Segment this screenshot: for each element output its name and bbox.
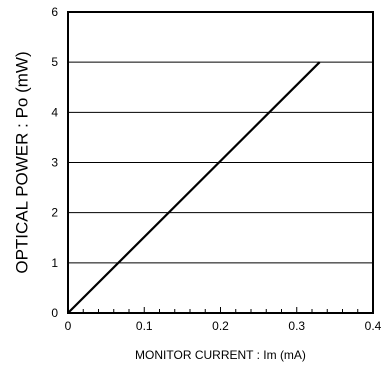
y-tick-label: 1 bbox=[51, 256, 58, 270]
x-tick-label: 0.1 bbox=[136, 319, 153, 333]
plot-area-frame bbox=[67, 11, 374, 314]
y-axis-tick-labels: 0 1 2 3 4 5 6 bbox=[51, 5, 58, 320]
x-tick-label: 0 bbox=[65, 319, 72, 333]
x-axis-tick-labels: 0 0.1 0.2 0.3 0.4 bbox=[65, 319, 382, 333]
y-tick-label: 4 bbox=[51, 105, 58, 119]
x-tick-label: 0.2 bbox=[212, 319, 229, 333]
x-tick-label: 0.3 bbox=[288, 319, 305, 333]
y-tick-label: 2 bbox=[51, 206, 58, 220]
x-axis-title: MONITOR CURRENT : Im (mA) bbox=[135, 348, 306, 362]
y-tick-label: 3 bbox=[51, 156, 58, 170]
series-layer bbox=[67, 61, 321, 314]
x-tick-label: 0.4 bbox=[365, 319, 382, 333]
y-tick-label: 5 bbox=[51, 55, 58, 69]
series-line-0 bbox=[67, 61, 321, 314]
y-tick-label: 0 bbox=[51, 306, 58, 320]
y-axis-title: OPTICAL POWER : Po (mW) bbox=[13, 51, 32, 273]
y-tick-label: 6 bbox=[51, 5, 58, 19]
